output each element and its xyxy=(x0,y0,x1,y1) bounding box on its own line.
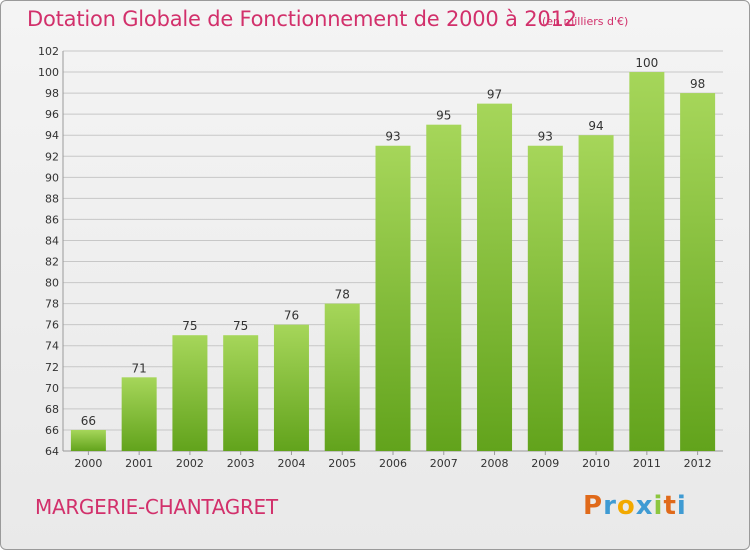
x-tick-label: 2010 xyxy=(582,457,610,470)
bar-2001 xyxy=(121,377,157,451)
data-label: 71 xyxy=(132,361,147,375)
data-label: 78 xyxy=(335,288,350,302)
logo-letter: i xyxy=(653,491,664,521)
logo-letter: x xyxy=(635,491,654,521)
proxiti-logo: Proxiti xyxy=(583,491,687,521)
data-label: 97 xyxy=(487,88,502,102)
bar-2006 xyxy=(375,145,411,451)
x-tick-label: 2005 xyxy=(328,457,356,470)
y-tick-label: 74 xyxy=(45,340,59,353)
y-axis-tick-labels: 64 66 68 70 72 74 76 78 80 82 84 86 88 90 92 94 96 98 100 1… xyxy=(38,45,59,458)
bar-2009 xyxy=(527,145,563,451)
bar-2002 xyxy=(172,335,208,451)
y-tick-label: 66 xyxy=(45,424,59,437)
x-tick-label: 2002 xyxy=(176,457,204,470)
data-label: 93 xyxy=(538,130,553,144)
y-tick-label: 68 xyxy=(45,403,59,416)
bars xyxy=(70,72,716,452)
data-label: 76 xyxy=(284,309,299,323)
x-axis-tick-labels: 2000 2001 2002 2003 2004 2005 2006 2007 2008 2009… xyxy=(74,457,711,470)
y-tick-label: 70 xyxy=(45,382,59,395)
data-label: 100 xyxy=(635,56,658,70)
bar-2012 xyxy=(680,93,716,452)
y-tick-label: 102 xyxy=(38,45,59,58)
bar-2011 xyxy=(629,72,665,451)
y-tick-label: 100 xyxy=(38,66,59,79)
logo-letter: i xyxy=(676,491,687,521)
y-tick-label: 72 xyxy=(45,361,59,374)
logo-letter: t xyxy=(663,491,677,521)
x-tick-label: 2000 xyxy=(74,457,102,470)
y-tick-label: 92 xyxy=(45,150,59,163)
x-tick-label: 2001 xyxy=(125,457,153,470)
y-tick-label: 76 xyxy=(45,319,59,332)
y-tick-label: 64 xyxy=(45,445,59,458)
y-tick-label: 86 xyxy=(45,213,59,226)
y-tick-label: 98 xyxy=(45,87,59,100)
x-tick-label: 2008 xyxy=(481,457,509,470)
bar-2010 xyxy=(578,135,614,452)
data-label: 93 xyxy=(385,130,400,144)
y-tick-label: 82 xyxy=(45,256,59,269)
logo-letter: o xyxy=(616,491,636,521)
logo-letter: r xyxy=(603,491,617,521)
chart-subtitle: (en milliers d'€) xyxy=(542,15,629,28)
y-tick-label: 94 xyxy=(45,129,59,142)
x-tick-label: 2009 xyxy=(531,457,559,470)
y-tick-label: 78 xyxy=(45,298,59,311)
data-label: 94 xyxy=(588,119,603,133)
x-tick-label: 2012 xyxy=(684,457,712,470)
logo-letter: P xyxy=(583,491,604,521)
y-tick-label: 88 xyxy=(45,192,59,205)
x-tick-label: 2011 xyxy=(633,457,661,470)
y-tick-label: 90 xyxy=(45,171,59,184)
bar-2008 xyxy=(477,103,513,451)
data-label: 75 xyxy=(182,319,197,333)
data-label: 75 xyxy=(233,319,248,333)
bar-2003 xyxy=(223,335,259,451)
data-label: 98 xyxy=(690,77,705,91)
x-tick-label: 2006 xyxy=(379,457,407,470)
y-tick-label: 84 xyxy=(45,234,59,247)
y-tick-label: 96 xyxy=(45,108,59,121)
bar-2004 xyxy=(273,324,309,451)
data-label: 66 xyxy=(81,414,96,428)
bar-2005 xyxy=(324,303,360,451)
x-tick-label: 2007 xyxy=(430,457,458,470)
data-labels: 66 71 75 75 76 78 93 95 97 93 94 100 98 xyxy=(81,56,706,428)
bar-2000 xyxy=(70,429,106,451)
y-tick-label: 80 xyxy=(45,277,59,290)
chart-title: Dotation Globale de Fonctionnement de 20… xyxy=(27,7,577,31)
commune-name: MARGERIE-CHANTAGRET xyxy=(35,495,278,519)
bar-2007 xyxy=(426,124,462,452)
data-label: 95 xyxy=(436,109,451,123)
x-tick-label: 2003 xyxy=(227,457,255,470)
x-tick-label: 2004 xyxy=(277,457,305,470)
